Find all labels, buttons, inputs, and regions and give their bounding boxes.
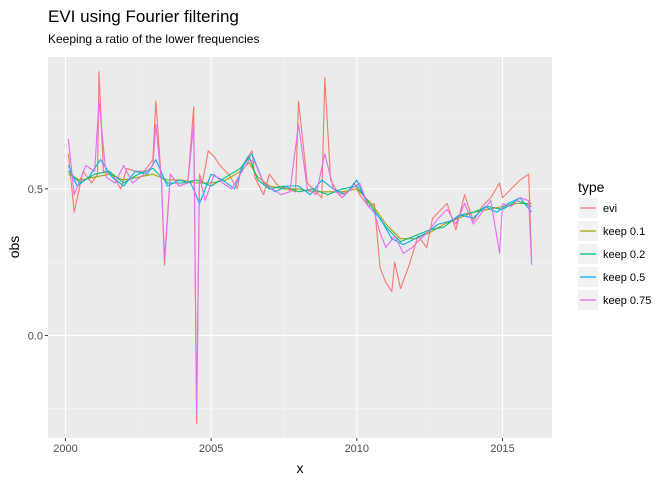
x-axis: 2000 2005 2010 2015 [53,438,515,455]
legend-label: keep 0.1 [603,226,645,238]
x-tick-label: 2000 [53,443,77,455]
y-axis: 0.0 0.5 [28,184,48,342]
legend-label: keep 0.2 [603,249,645,261]
y-tick-label: 0.0 [28,330,43,342]
y-tick-label: 0.5 [28,184,43,196]
chart-title: EVI using Fourier filtering [48,7,239,26]
chart-subtitle: Keeping a ratio of the lower frequencies [48,32,259,46]
legend-title: type [578,179,605,195]
legend-label: evi [603,203,617,215]
x-tick-label: 2005 [199,443,223,455]
legend: type evi keep 0.1 keep 0.2 keep 0.5 keep 0.7… [578,179,651,310]
x-tick-label: 2010 [345,443,369,455]
legend-label: keep 0.75 [603,295,651,307]
y-axis-title: obs [6,236,22,259]
series-line-keep-0-2 [68,156,532,243]
grid-major [48,57,552,438]
series-line-keep-0-75 [67,100,533,416]
plot-panel [48,57,552,438]
x-tick-label: 2015 [490,443,514,455]
series-layer [67,71,533,424]
legend-label: keep 0.5 [603,272,645,284]
x-axis-title: x [297,460,304,476]
